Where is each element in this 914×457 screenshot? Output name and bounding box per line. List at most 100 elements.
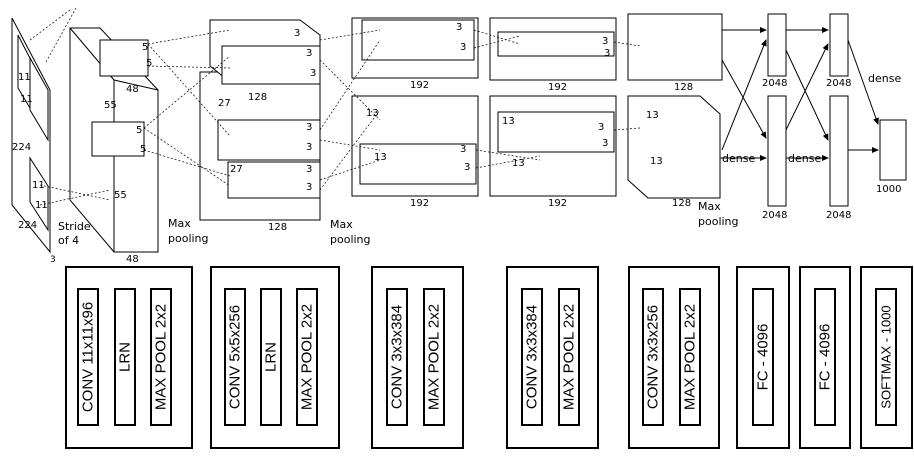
kernel-label: 3 — [602, 36, 608, 47]
group-box-6: FC - 4096 — [736, 266, 790, 449]
kernel-label: 5 — [146, 58, 152, 69]
kernel-label: 11 — [20, 94, 33, 105]
kernel-label: 3 — [306, 182, 312, 193]
layer-label: SOFTMAX - 1000 — [878, 305, 894, 409]
kernel-label: 5 — [142, 42, 148, 53]
kernel-label: 3 — [306, 164, 312, 175]
kernel-label: 3 — [306, 48, 312, 59]
layer-box-pool: MAX POOL 2x2 — [150, 288, 172, 426]
layer-box-conv: CONV 11x11x96 — [77, 288, 99, 426]
input-size-label: 224 — [12, 142, 31, 153]
kernel-label: 5 — [136, 125, 142, 136]
layer4-volume: 192 192 13 13 3 3 3 3 — [489, 17, 617, 209]
max-pooling-label: Max — [698, 200, 721, 213]
max-pooling-label: pooling — [698, 215, 739, 228]
l1-size-label: 55 — [104, 100, 117, 111]
max-pooling-label: Max — [330, 218, 353, 231]
layer-box-conv: CONV 3x3x384 — [386, 288, 408, 426]
l5-size-label: 13 — [650, 156, 663, 167]
l3-depth-label: 192 — [410, 198, 429, 209]
fc-size-label: 2048 — [762, 210, 787, 221]
layer5-volume: 128 128 13 13 Max pooling — [627, 13, 739, 228]
layer-label: CONV 3x3x384 — [523, 304, 541, 410]
l3-depth-label: 192 — [410, 80, 429, 91]
layer-label: MAX POOL 2x2 — [560, 303, 578, 411]
kernel-label: 3 — [604, 48, 610, 59]
l1-depth-label: 48 — [126, 254, 139, 265]
layer-box-conv: CONV 3x3x384 — [521, 288, 543, 426]
dense-layers: 2048 2048 2048 2048 1000 dense dense den… — [722, 13, 907, 221]
group-box-1: CONV 11x11x96 LRN MAX POOL 2x2 — [65, 266, 193, 449]
stride-label: of 4 — [58, 234, 79, 247]
layer-box-pool: MAX POOL 2x2 — [558, 288, 580, 426]
l3-size-label: 13 — [366, 108, 379, 119]
layer-label: CONV 3x3x384 — [388, 304, 406, 410]
layer-label: FC - 4096 — [754, 323, 772, 391]
l2-depth-label: 128 — [268, 222, 287, 233]
kernel-label: 3 — [306, 122, 312, 133]
layer-box-lrn: LRN — [114, 288, 136, 426]
kernel-label: 3 — [602, 138, 608, 149]
group-box-2: CONV 5x5x256 LRN MAX POOL 2x2 — [210, 266, 340, 449]
kernel-label: 3 — [310, 68, 316, 79]
layer-box-pool: MAX POOL 2x2 — [423, 288, 445, 426]
group-box-8: SOFTMAX - 1000 — [860, 266, 913, 449]
l4-size-label: 13 — [512, 158, 525, 169]
kernel-label: 3 — [598, 122, 604, 133]
max-pooling-label: pooling — [330, 233, 371, 246]
l4-depth-label: 192 — [548, 82, 567, 93]
dense-label: dense — [868, 72, 901, 85]
kernel-label: 11 — [18, 72, 31, 83]
kernel-label: 3 — [456, 22, 462, 33]
l1-size-label: 55 — [114, 190, 127, 201]
group-box-4: CONV 3x3x384 MAX POOL 2x2 — [506, 266, 599, 449]
layer-label: CONV 11x11x96 — [79, 301, 97, 413]
input-channels-label: 3 — [50, 255, 56, 265]
kernel-label: 3 — [294, 28, 300, 39]
layer-label: CONV 5x5x256 — [226, 304, 244, 410]
input-volume: 11 11 11 11 224 224 3 Stride of 4 — [11, 17, 91, 265]
layer-box-pool: MAX POOL 2x2 — [296, 288, 318, 426]
layer-box-conv: CONV 3x3x256 — [642, 288, 664, 426]
group-box-3: CONV 3x3x384 MAX POOL 2x2 — [371, 266, 464, 449]
layer-label: CONV 3x3x256 — [644, 304, 662, 410]
layer-label: MAX POOL 2x2 — [681, 303, 699, 411]
kernel-label: 3 — [464, 162, 470, 173]
l5-depth-label: 128 — [674, 82, 693, 93]
layer3-volume: 192 192 13 13 3 3 3 3 — [351, 17, 479, 209]
l4-size-label: 13 — [502, 116, 515, 127]
group-box-7: FC - 4096 — [799, 266, 851, 449]
l2-size-label: 27 — [218, 98, 231, 109]
layer-box-softmax: SOFTMAX - 1000 — [875, 288, 897, 426]
layer-box-fc: FC - 4096 — [814, 288, 836, 426]
fc-size-label: 2048 — [762, 78, 787, 89]
l2-size-label: 27 — [230, 164, 243, 175]
kernel-label: 3 — [460, 144, 466, 155]
fc-size-label: 2048 — [826, 210, 851, 221]
l4-depth-label: 192 — [548, 198, 567, 209]
max-pooling-label: Max — [168, 217, 191, 230]
l5-size-label: 13 — [646, 110, 659, 121]
layer-label: MAX POOL 2x2 — [425, 303, 443, 411]
l3-size-label: 13 — [374, 152, 387, 163]
kernel-label: 11 — [32, 180, 45, 191]
stride-label: Stride — [58, 220, 91, 233]
layer-label: MAX POOL 2x2 — [298, 303, 316, 411]
layer1-volume: 55 48 48 5 5 5 5 55 Max pooling — [69, 27, 209, 265]
layer-box-fc: FC - 4096 — [752, 288, 774, 426]
kernel-label: 3 — [460, 42, 466, 53]
kernel-label: 5 — [140, 144, 146, 155]
l2-depth-label: 128 — [248, 92, 267, 103]
kernel-label: 11 — [35, 200, 48, 211]
fc-size-label: 2048 — [826, 78, 851, 89]
layer-box-pool: MAX POOL 2x2 — [679, 288, 701, 426]
layer-label: LRN — [262, 341, 280, 373]
output-size-label: 1000 — [876, 184, 901, 195]
layer-box-lrn: LRN — [260, 288, 282, 426]
layer-label: MAX POOL 2x2 — [152, 303, 170, 411]
layer2-volume: 128 128 27 27 3 3 3 3 3 3 3 Max pooling — [199, 19, 371, 246]
group-box-5: CONV 3x3x256 MAX POOL 2x2 — [628, 266, 720, 449]
connection-lines — [29, 7, 879, 206]
max-pooling-label: pooling — [168, 232, 209, 245]
layer-label: FC - 4096 — [816, 323, 834, 391]
